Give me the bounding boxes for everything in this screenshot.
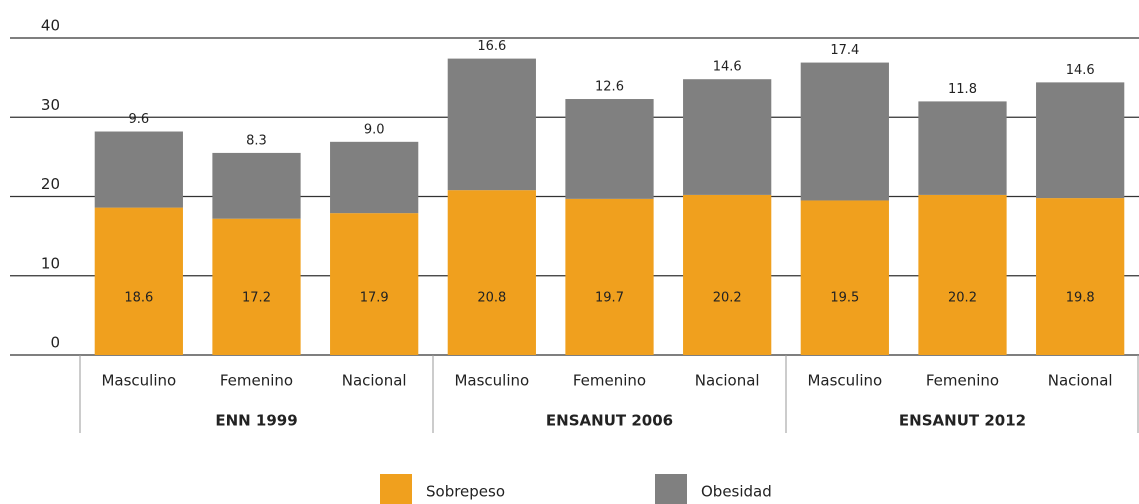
bar-segment	[94, 207, 183, 355]
value-label: 19.5	[830, 290, 859, 305]
value-label: 17.9	[360, 290, 389, 305]
legend-label: Obesidad	[701, 483, 772, 501]
x-tick-label: Nacional	[695, 372, 760, 390]
bar-segment	[330, 213, 419, 355]
legend-swatch	[380, 474, 412, 504]
bar-segment	[1036, 198, 1125, 355]
value-label: 20.2	[948, 290, 977, 305]
value-label: 17.4	[830, 43, 859, 58]
x-tick-label: Femenino	[926, 372, 999, 390]
bar-segment	[800, 200, 889, 355]
y-tick-label: 0	[50, 334, 60, 352]
bar-segment	[565, 99, 654, 199]
bar-segment	[683, 194, 772, 355]
bar-segment	[212, 218, 301, 355]
bar-segment	[212, 152, 301, 219]
value-label: 8.3	[246, 133, 267, 148]
value-label: 19.7	[595, 290, 624, 305]
bar-segment	[800, 62, 889, 201]
value-label: 19.8	[1066, 290, 1095, 305]
bar-segment	[918, 194, 1007, 355]
bar-segment	[1036, 82, 1125, 199]
bar-segment	[94, 131, 183, 208]
bar-segment	[565, 198, 654, 355]
y-tick-label: 40	[41, 17, 60, 35]
x-tick-label: Masculino	[101, 372, 176, 390]
x-tick-label: Masculino	[454, 372, 529, 390]
y-tick-label: 10	[41, 254, 60, 272]
y-tick-label: 20	[41, 175, 60, 193]
legend-label: Sobrepeso	[426, 483, 505, 501]
value-label: 11.8	[948, 82, 977, 97]
value-label: 14.6	[713, 60, 742, 75]
x-tick-label: Femenino	[573, 372, 646, 390]
value-label: 9.6	[128, 112, 149, 127]
value-label: 16.6	[477, 39, 506, 54]
legend-swatch	[655, 474, 687, 504]
bar-segment	[447, 58, 536, 191]
bar-segment	[918, 101, 1007, 195]
x-tick-label: Femenino	[220, 372, 293, 390]
bar-segment	[330, 141, 419, 214]
value-label: 20.2	[713, 290, 742, 305]
bar-segment	[683, 79, 772, 195]
x-tick-label: Nacional	[342, 372, 407, 390]
value-label: 20.8	[477, 290, 506, 305]
bar-segment	[447, 190, 536, 355]
x-tick-label: Nacional	[1048, 372, 1113, 390]
value-label: 14.6	[1066, 63, 1095, 78]
y-tick-label: 30	[41, 96, 60, 114]
x-tick-label: Masculino	[807, 372, 882, 390]
group-label: ENN 1999	[215, 412, 297, 430]
value-label: 17.2	[242, 290, 271, 305]
group-label: ENSANUT 2006	[546, 412, 673, 430]
value-label: 9.0	[364, 122, 385, 137]
value-label: 12.6	[595, 80, 624, 95]
value-label: 18.6	[124, 290, 153, 305]
group-label: ENSANUT 2012	[899, 412, 1026, 430]
